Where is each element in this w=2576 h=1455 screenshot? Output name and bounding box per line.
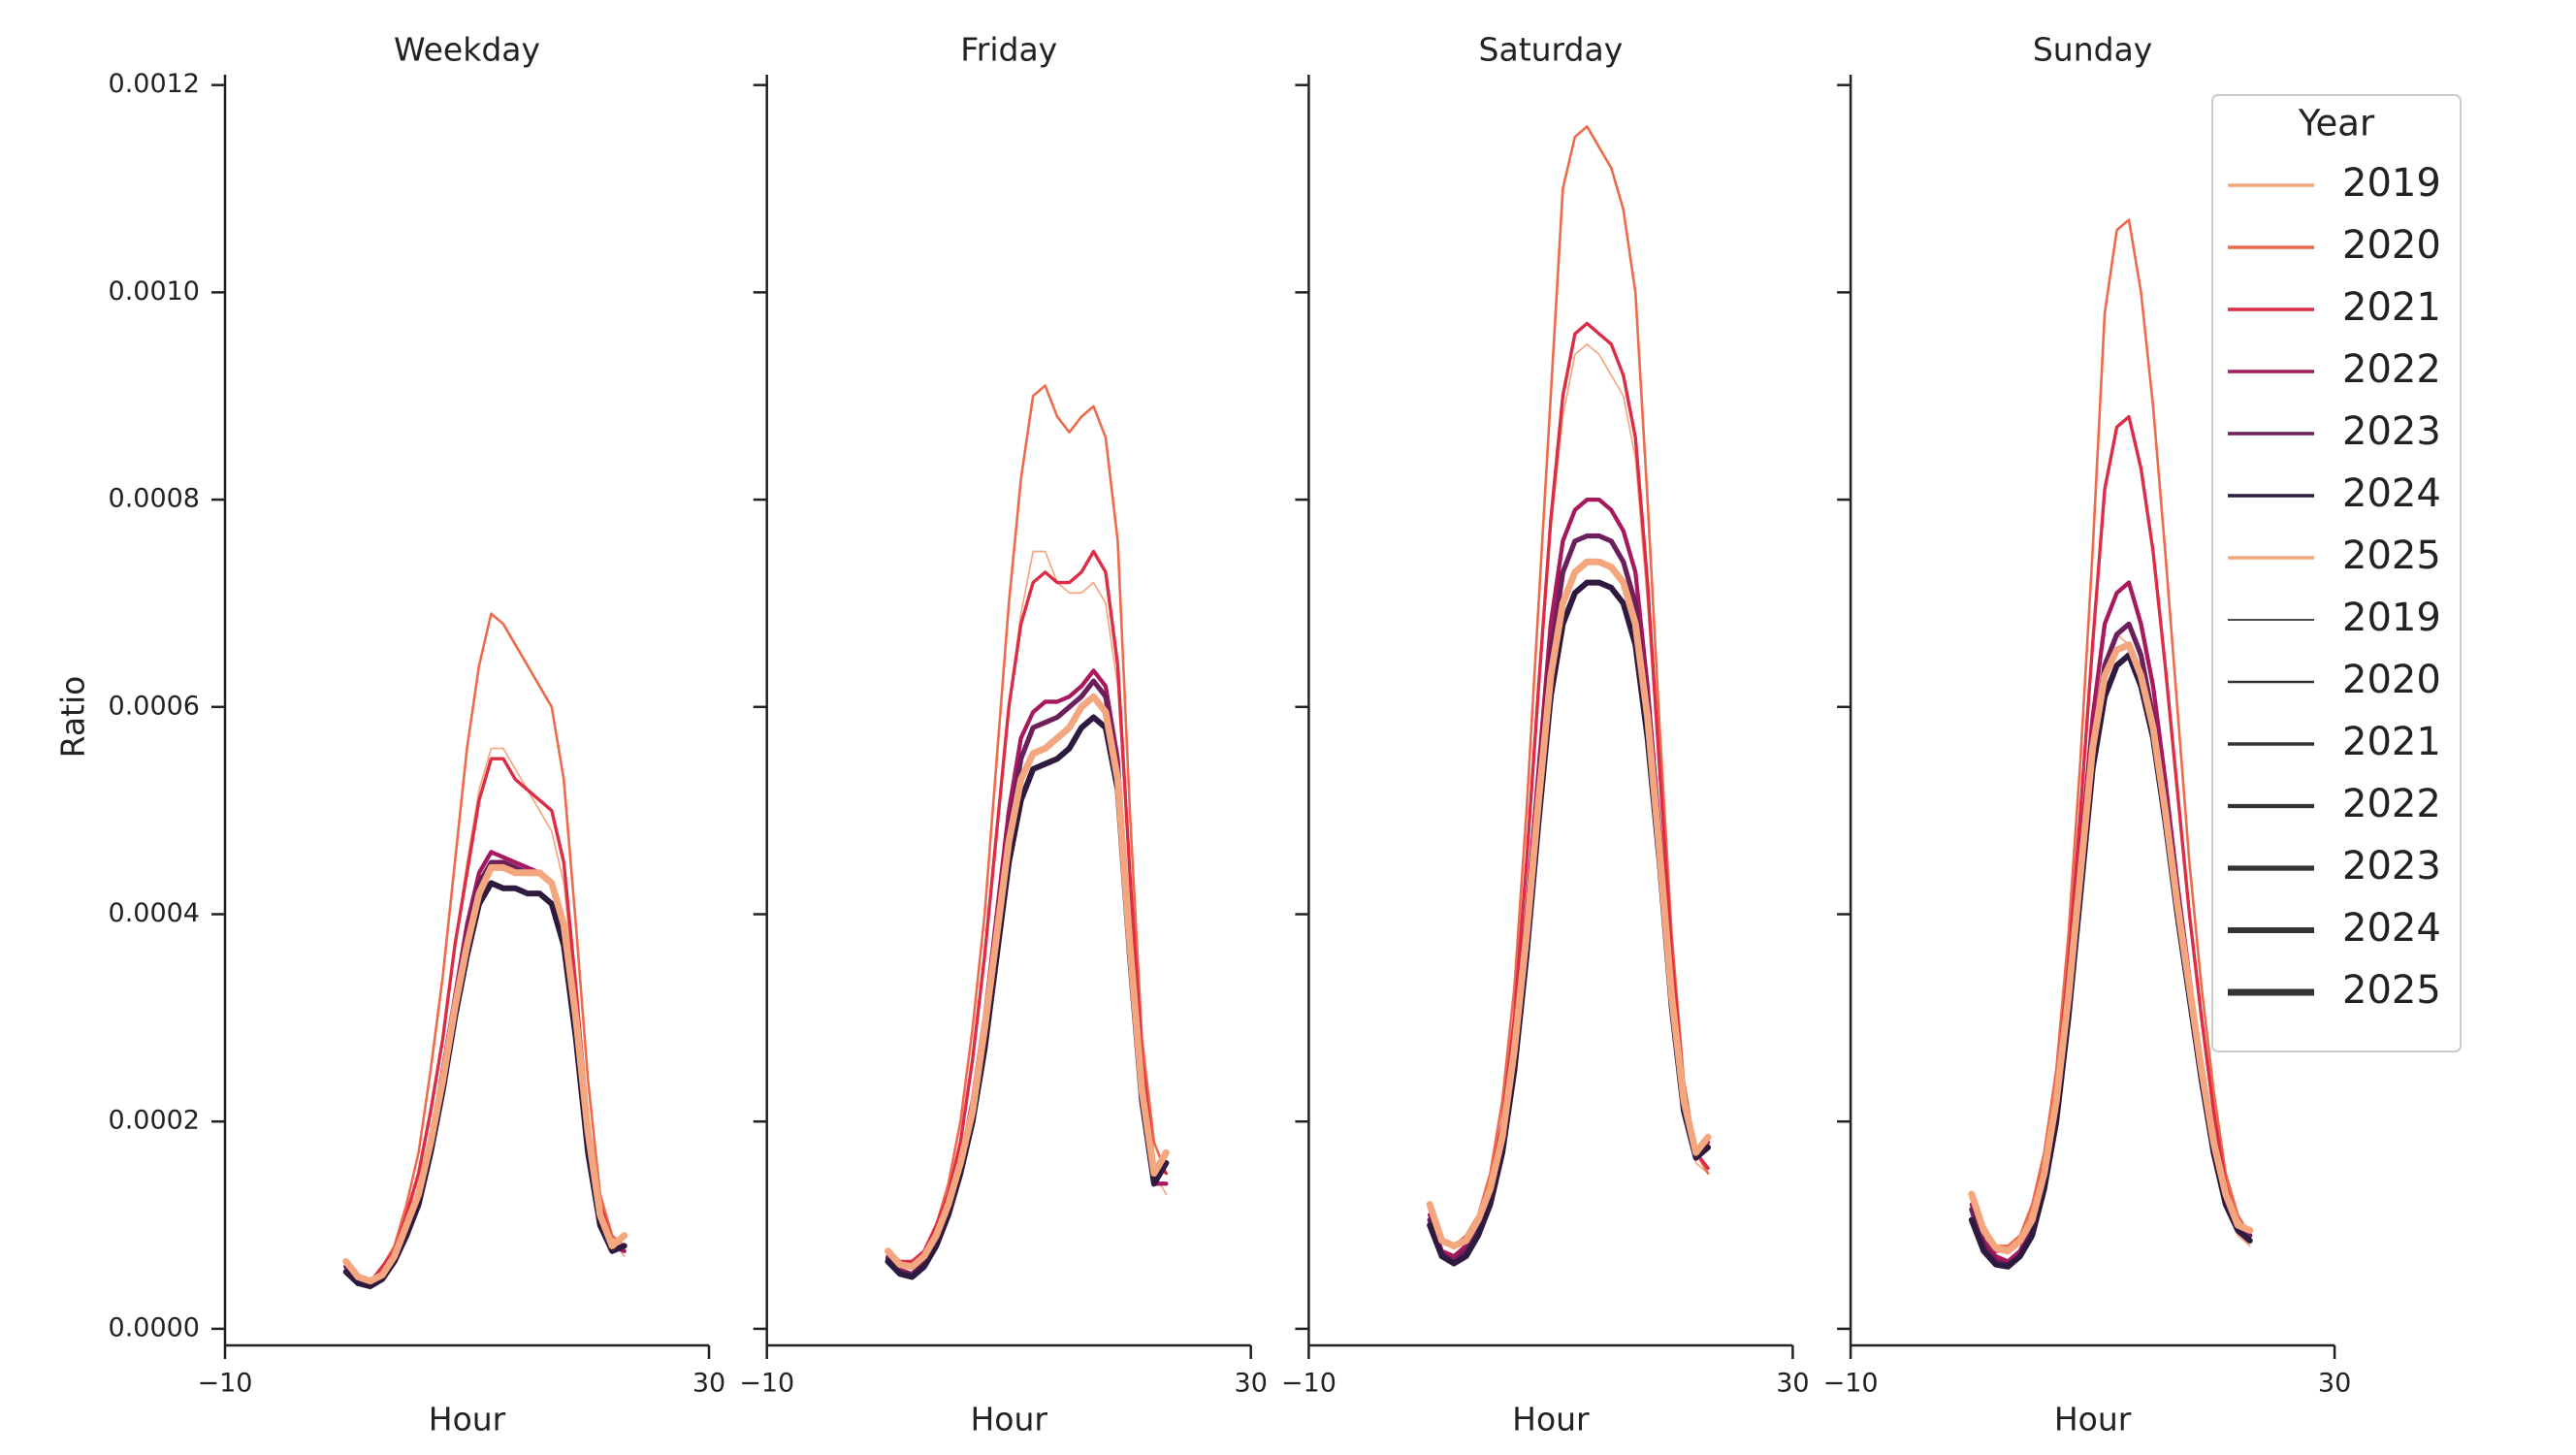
y-tick-label: 0.0010: [109, 276, 200, 307]
x-tick-label: −10: [198, 1369, 253, 1399]
x-axis-label: Hour: [970, 1401, 1047, 1439]
x-tick-label: 30: [2318, 1369, 2351, 1399]
legend-label: 2020: [2342, 658, 2441, 702]
x-axis-label: Hour: [2054, 1401, 2132, 1439]
legend-label: 2020: [2342, 223, 2441, 268]
legend-label: 2025: [2342, 534, 2441, 578]
series-line: [886, 549, 1169, 1264]
panel-title: Friday: [960, 31, 1057, 69]
legend-label: 2019: [2342, 596, 2441, 640]
x-tick-label: 30: [692, 1369, 725, 1399]
y-tick-label: 0.0004: [109, 898, 200, 928]
y-tick-label: 0.0008: [109, 484, 200, 514]
legend-label: 2025: [2342, 968, 2441, 1013]
panel-title: Weekday: [394, 31, 540, 69]
series-line: [1968, 641, 2254, 1255]
x-tick-label: −10: [1823, 1369, 1879, 1399]
x-tick-label: 30: [1776, 1369, 1809, 1399]
x-tick-label: −10: [1281, 1369, 1336, 1399]
x-axis-label: Hour: [1512, 1401, 1590, 1439]
panel-title: Sunday: [2033, 31, 2152, 69]
series-line: [344, 612, 626, 1284]
legend-label: 2023: [2342, 409, 2441, 454]
series-line: [1970, 218, 2252, 1247]
legend-label: 2022: [2342, 782, 2441, 826]
legend-label: 2024: [2342, 471, 2441, 516]
legend-label: 2021: [2342, 720, 2441, 764]
y-tick-label: 0.0000: [109, 1312, 200, 1342]
y-axis-label: Ratio: [54, 676, 92, 759]
series-line: [1426, 558, 1712, 1249]
legend-label: 2023: [2342, 844, 2441, 889]
legend-label: 2022: [2342, 347, 2441, 392]
legend-title: Year: [2298, 103, 2375, 145]
x-tick-label: −10: [739, 1369, 794, 1399]
legend-label: 2021: [2342, 285, 2441, 330]
legend-label: 2024: [2342, 906, 2441, 951]
x-axis-label: Hour: [429, 1401, 506, 1439]
legend-label: 2019: [2342, 161, 2441, 206]
series-line: [342, 863, 628, 1285]
x-tick-label: 30: [1235, 1369, 1268, 1399]
y-tick-label: 0.0006: [109, 691, 200, 721]
series-line: [884, 693, 1170, 1271]
y-tick-label: 0.0002: [109, 1106, 200, 1136]
legend-box: [2211, 94, 2462, 1052]
panel-title: Saturday: [1479, 31, 1624, 69]
y-tick-label: 0.0012: [109, 69, 200, 99]
